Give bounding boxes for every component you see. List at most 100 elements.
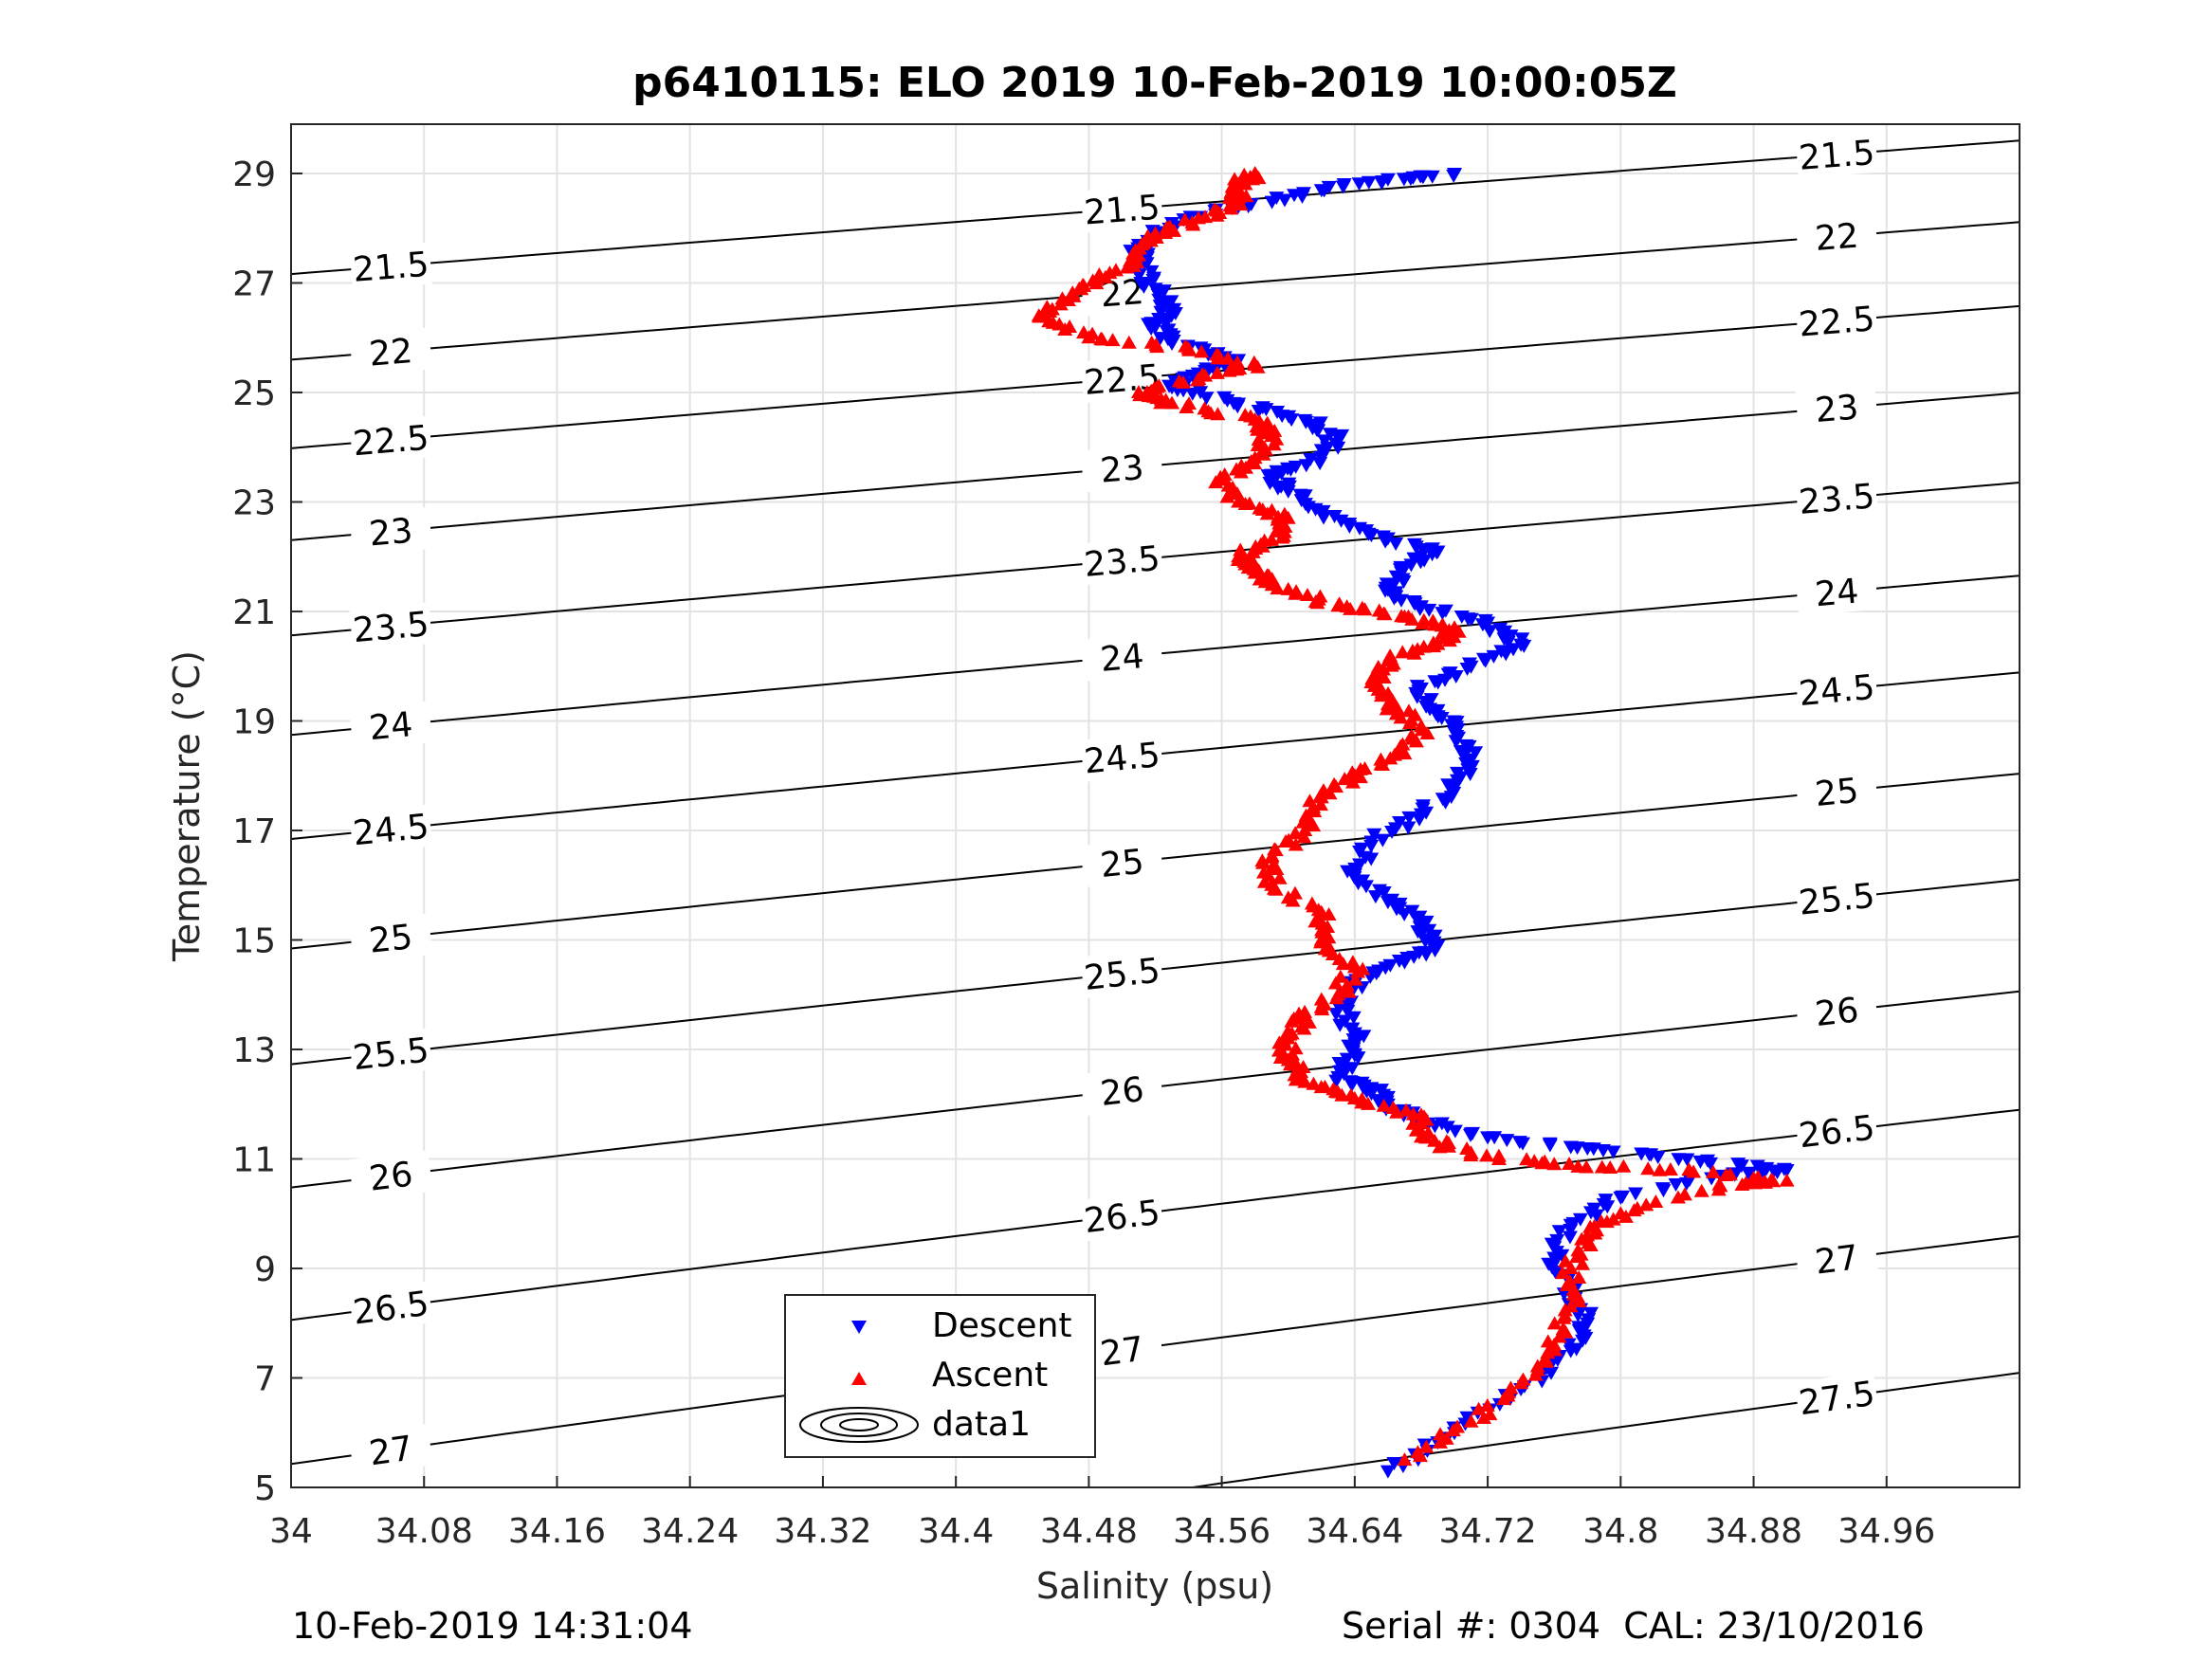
profile-marker	[1493, 645, 1509, 659]
isopycnal-label: 23	[1795, 383, 1878, 432]
isopycnal-label: 22	[1795, 212, 1878, 261]
profile-marker	[1260, 469, 1276, 483]
profile-marker	[1486, 649, 1502, 664]
profile-marker	[1269, 431, 1285, 446]
y-tick-label: 13	[232, 1031, 276, 1070]
x-tick-label: 34.8	[1582, 1512, 1658, 1551]
isopycnal-label-bg	[1794, 1371, 1879, 1424]
isopycnal-label-bg	[349, 913, 433, 963]
profile-marker	[1266, 881, 1282, 895]
density-contour-labels: 21.521.521.522222222.522.522.523232323.5…	[348, 130, 1879, 1477]
x-tick-label: 34.56	[1173, 1512, 1271, 1551]
profile-marker	[1252, 572, 1268, 586]
profile-marker	[1427, 675, 1443, 689]
profile-marker	[1337, 772, 1353, 786]
profile-marker	[1414, 550, 1430, 564]
profile-marker	[1730, 1158, 1746, 1172]
y-tick-label: 23	[232, 483, 276, 522]
x-tick-label: 34.64	[1306, 1512, 1403, 1551]
profile-marker	[1182, 210, 1198, 225]
profile-marker	[1269, 191, 1285, 206]
profile-marker	[1191, 210, 1207, 225]
profile-marker	[1246, 355, 1262, 369]
x-tick-label: 34.48	[1040, 1512, 1138, 1551]
profile-marker	[1482, 625, 1498, 639]
profile-marker	[1280, 890, 1296, 904]
data-point	[1779, 1173, 1795, 1187]
y-tick-label: 7	[254, 1359, 276, 1398]
profile-marker	[1331, 1057, 1347, 1071]
profile-marker	[1302, 793, 1318, 808]
profile-marker	[1652, 1162, 1668, 1176]
profile-marker	[1420, 1125, 1436, 1139]
x-tick-label: 34.96	[1837, 1512, 1935, 1551]
profile-marker	[1581, 1235, 1597, 1249]
profile-marker	[1303, 453, 1319, 467]
profile-marker	[1321, 180, 1337, 194]
profile-marker	[1586, 1202, 1602, 1216]
isopycnal-label-text: 25.5	[1083, 952, 1162, 998]
profile-marker	[1288, 826, 1304, 840]
profile-marker	[1298, 415, 1314, 429]
y-tick-label: 17	[232, 812, 276, 851]
isopycnal-label-bg	[1794, 1105, 1879, 1157]
profile-marker	[1418, 915, 1435, 929]
profile-marker	[1643, 1148, 1659, 1162]
profile-marker	[1503, 1380, 1519, 1395]
profile-marker	[1306, 1076, 1322, 1090]
profile-marker	[1331, 596, 1347, 611]
isopycnal-label-text: 26	[367, 1156, 414, 1199]
isopycnal-label-bg	[1080, 948, 1164, 999]
profile-marker	[1321, 939, 1337, 954]
y-axis-label: Temperature (°C)	[166, 650, 208, 962]
profile-marker	[1197, 401, 1213, 415]
profile-marker	[1039, 300, 1055, 314]
profile-marker	[1193, 386, 1209, 400]
isopycnal-label-text: 21.5	[1798, 134, 1876, 178]
profile-marker	[1400, 821, 1417, 835]
profile-marker	[1267, 842, 1283, 856]
profile-marker	[1313, 992, 1329, 1006]
profile-marker	[1572, 1212, 1588, 1227]
profile-marker	[1289, 584, 1305, 598]
profile-marker	[1237, 408, 1253, 422]
profile-marker	[1393, 560, 1409, 574]
profile-marker	[1776, 1162, 1792, 1176]
profile-marker	[1434, 1117, 1450, 1131]
profile-marker	[1593, 1214, 1609, 1229]
profile-marker	[1241, 496, 1257, 510]
profile-marker	[1309, 911, 1325, 925]
isopycnal-label-bg	[349, 1028, 433, 1079]
isopycnal-label-bg	[1795, 297, 1878, 345]
profile-marker	[1585, 1142, 1601, 1157]
profile-marker	[1605, 1212, 1621, 1226]
profile-marker	[1692, 1155, 1709, 1169]
isopycnal-label-bg	[349, 327, 432, 376]
profile-marker	[1392, 815, 1408, 830]
y-tick-label: 25	[232, 374, 276, 413]
profile-marker	[1406, 538, 1422, 552]
profile-marker	[1326, 510, 1343, 524]
profile-marker	[1446, 169, 1462, 183]
profile-marker	[1433, 1434, 1449, 1449]
profile-marker	[1671, 1153, 1687, 1167]
y-tick-label: 27	[232, 264, 276, 303]
profile-marker	[1156, 284, 1172, 299]
profile-marker	[1595, 1143, 1611, 1158]
isopycnal-label-bg	[1080, 632, 1164, 682]
profile-marker	[1356, 1030, 1372, 1044]
profile-marker	[1209, 365, 1225, 379]
profile-marker	[1281, 832, 1297, 847]
profile-marker	[1075, 325, 1091, 339]
isopycnal-label-text: 22	[368, 332, 414, 374]
profile-marker	[1337, 1014, 1353, 1029]
profile-marker	[1353, 842, 1369, 856]
x-tick-label: 34.88	[1705, 1512, 1802, 1551]
profile-marker	[1668, 1178, 1684, 1193]
profile-marker	[1315, 783, 1331, 797]
profile-marker	[1254, 401, 1271, 415]
profile-marker	[1437, 604, 1453, 618]
legend-descent-marker	[851, 1321, 867, 1334]
profile-marker	[1459, 1140, 1475, 1155]
isopycnal-label-bg	[349, 242, 432, 291]
